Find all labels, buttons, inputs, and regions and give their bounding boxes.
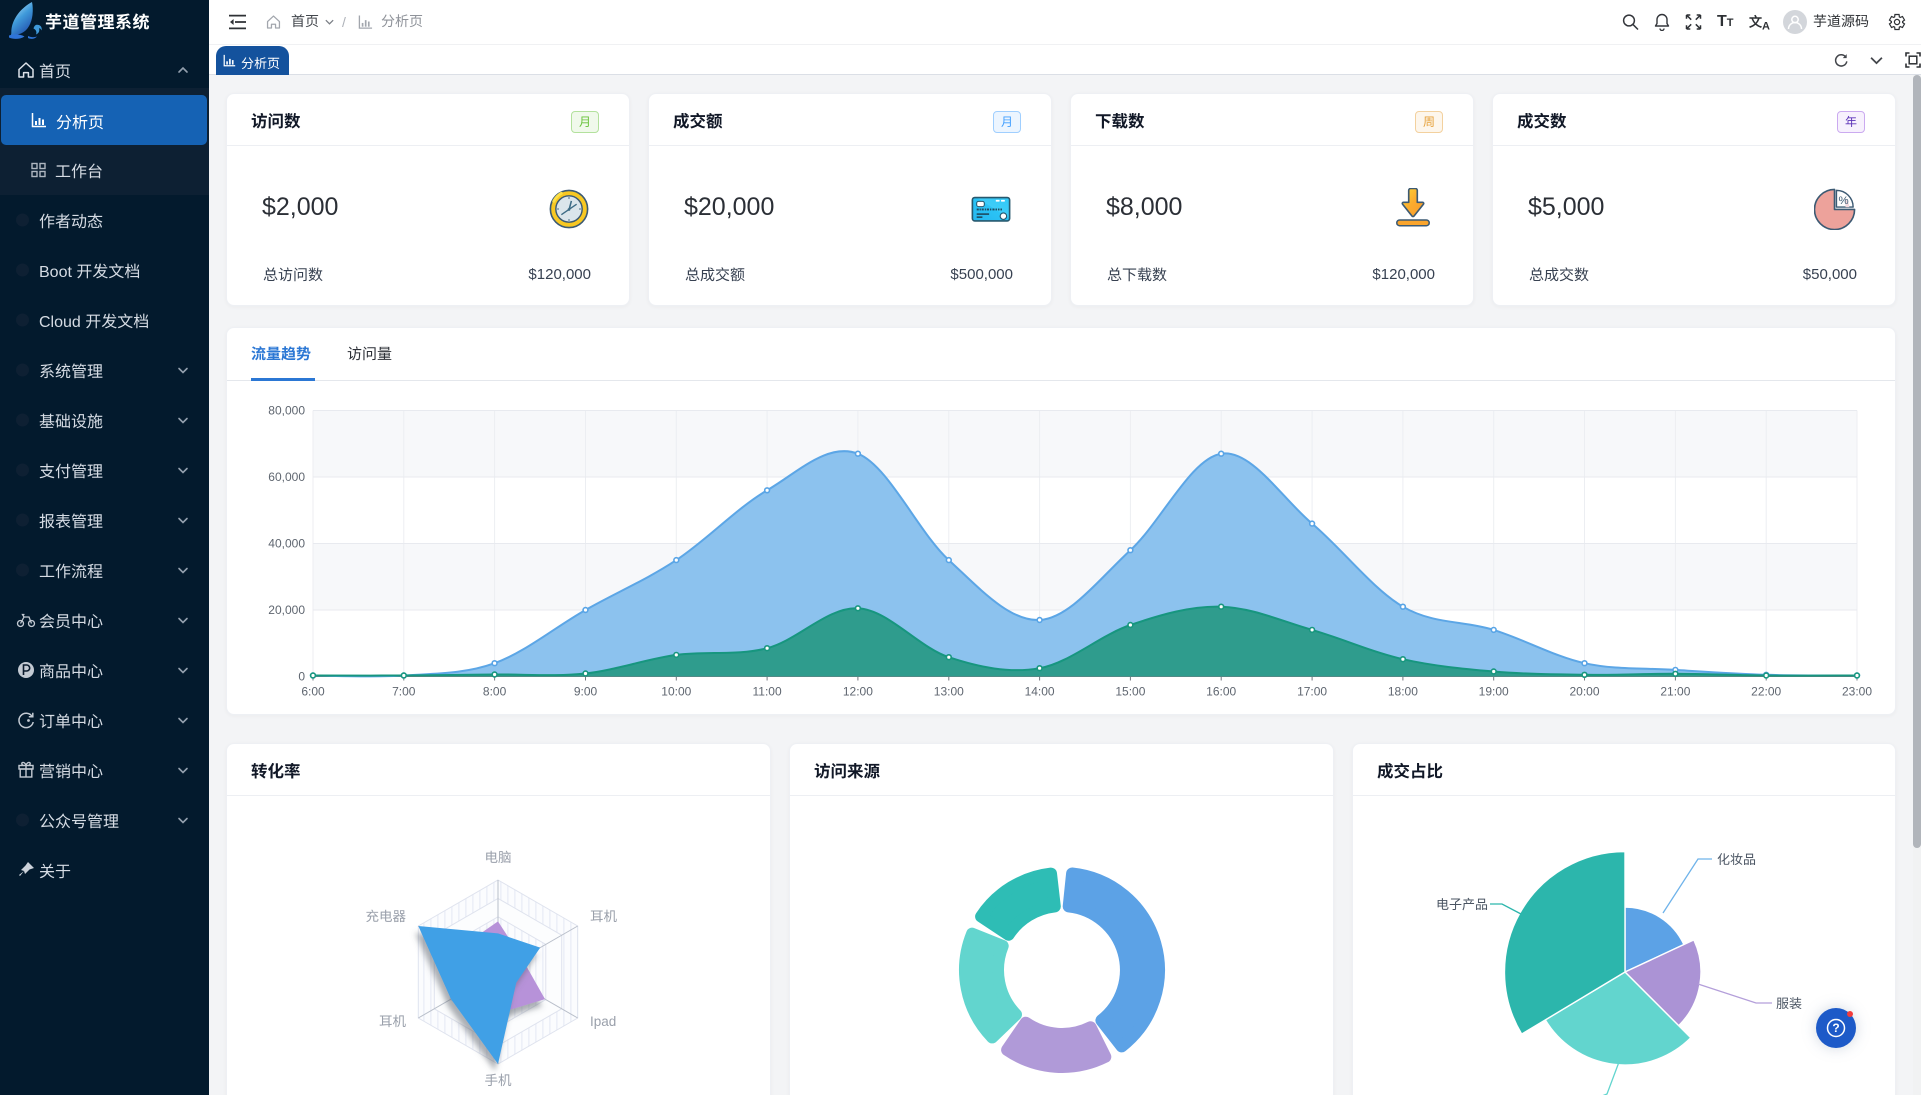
svg-text:充电器: 充电器 bbox=[366, 909, 407, 924]
svg-text:%: % bbox=[1839, 195, 1849, 207]
svg-text:22:00: 22:00 bbox=[1751, 685, 1781, 699]
svg-text:手机: 手机 bbox=[485, 1073, 512, 1088]
svg-text:8:00: 8:00 bbox=[483, 685, 507, 699]
svg-text:?: ? bbox=[1832, 1021, 1839, 1035]
svg-text:80,000: 80,000 bbox=[268, 404, 305, 418]
svg-text:19:00: 19:00 bbox=[1479, 685, 1509, 699]
svg-text:11:00: 11:00 bbox=[753, 685, 782, 699]
svg-text:16:00: 16:00 bbox=[1206, 685, 1236, 699]
svg-text:服装: 服装 bbox=[1776, 996, 1802, 1011]
svg-text:Ipad: Ipad bbox=[590, 1014, 616, 1029]
svg-text:14:00: 14:00 bbox=[1025, 685, 1055, 699]
svg-text:12:00: 12:00 bbox=[843, 685, 873, 699]
svg-text:15:00: 15:00 bbox=[1115, 685, 1145, 699]
svg-text:9:00: 9:00 bbox=[574, 685, 598, 699]
svg-text:18:00: 18:00 bbox=[1388, 685, 1418, 699]
svg-text:耳机: 耳机 bbox=[379, 1014, 406, 1029]
svg-text:40,000: 40,000 bbox=[268, 537, 305, 551]
svg-text:17:00: 17:00 bbox=[1297, 685, 1327, 699]
svg-text:20:00: 20:00 bbox=[1569, 685, 1599, 699]
svg-text:23:00: 23:00 bbox=[1842, 685, 1872, 699]
svg-text:13:00: 13:00 bbox=[934, 685, 964, 699]
svg-text:10:00: 10:00 bbox=[661, 685, 691, 699]
svg-text:0: 0 bbox=[298, 670, 305, 684]
svg-text:电脑: 电脑 bbox=[485, 850, 512, 865]
svg-text:6:00: 6:00 bbox=[301, 685, 325, 699]
svg-text:耳机: 耳机 bbox=[590, 909, 618, 924]
svg-text:7:00: 7:00 bbox=[392, 685, 416, 699]
svg-text:60,000: 60,000 bbox=[268, 470, 305, 484]
svg-text:21:00: 21:00 bbox=[1660, 685, 1690, 699]
svg-text:20,000: 20,000 bbox=[268, 603, 305, 617]
svg-text:化妆品: 化妆品 bbox=[1717, 852, 1756, 867]
svg-text:电子产品: 电子产品 bbox=[1436, 897, 1488, 912]
